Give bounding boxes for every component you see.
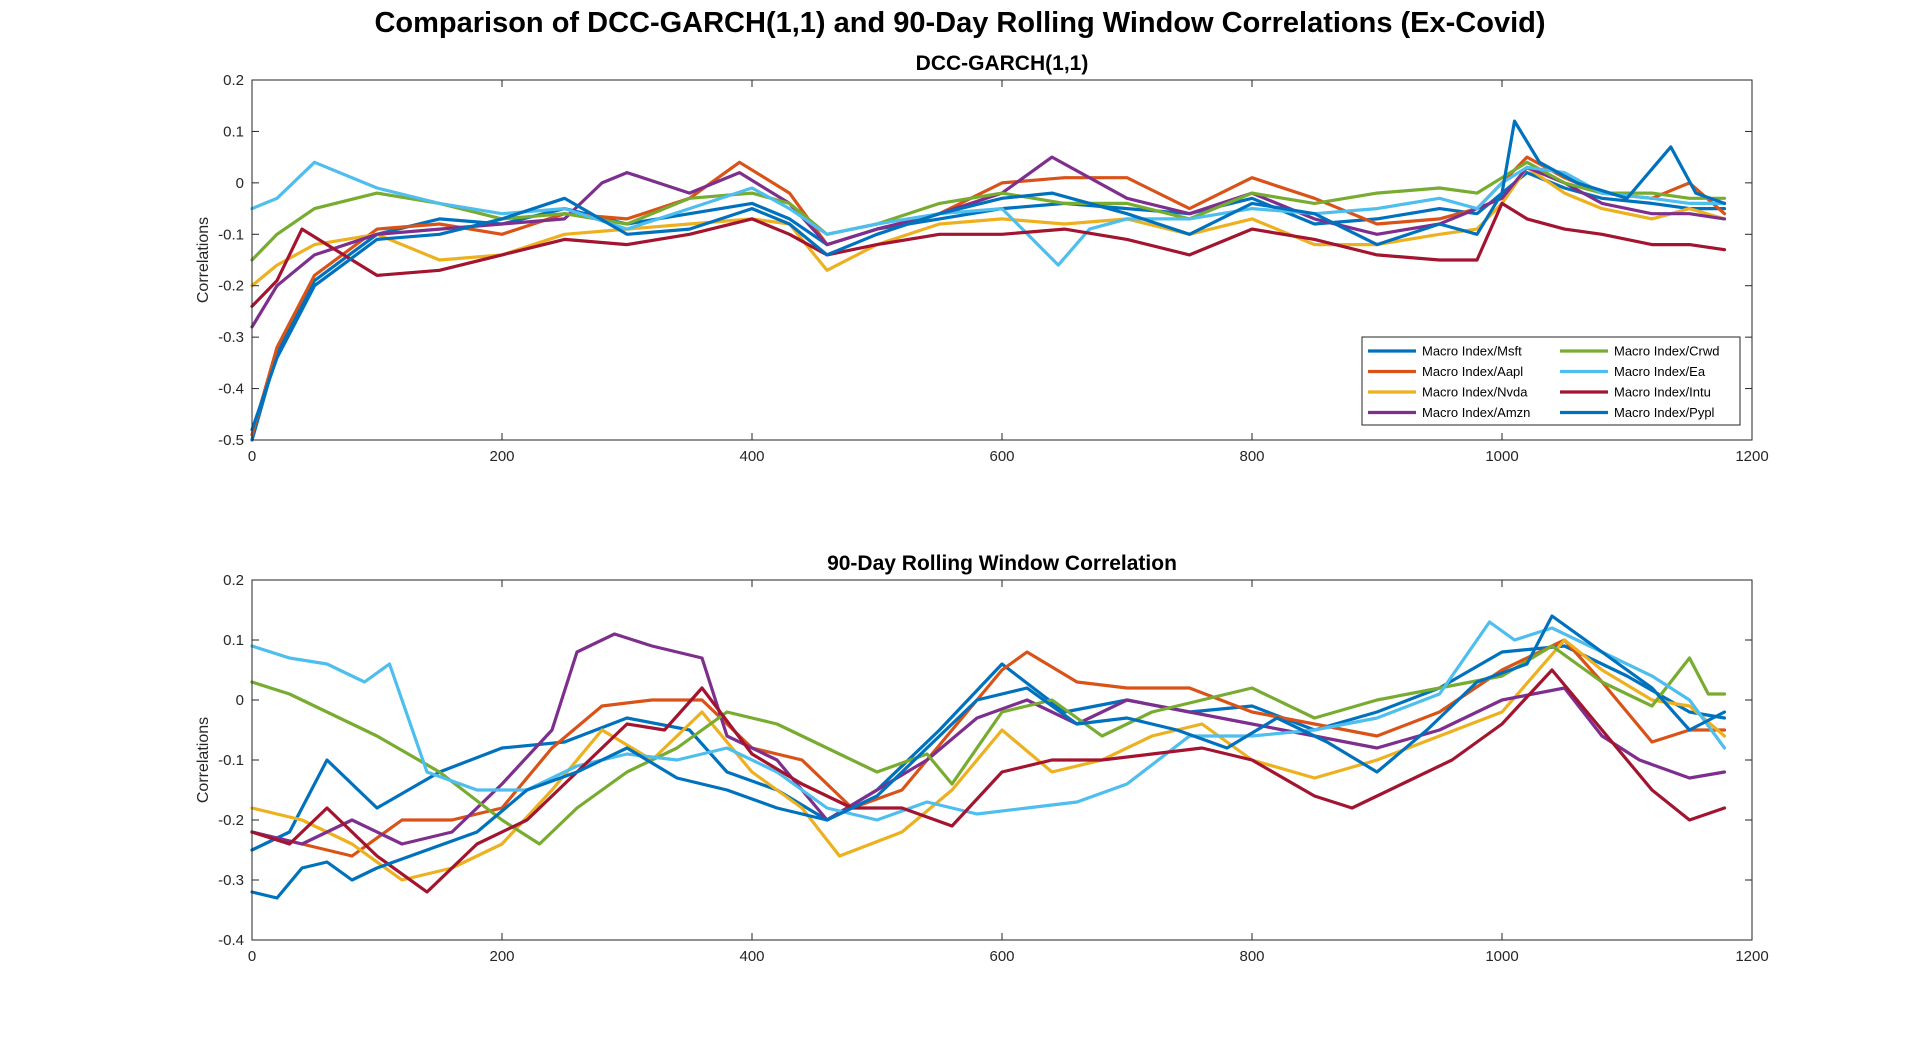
y-tick-label: -0.1 bbox=[218, 752, 244, 769]
legend-label: Macro Index/Msft bbox=[1422, 344, 1522, 359]
y-tick-label: -0.5 bbox=[218, 432, 244, 449]
x-tick-label: 0 bbox=[248, 948, 256, 965]
x-tick-label: 800 bbox=[1239, 948, 1264, 965]
series-line-amzn bbox=[250, 632, 1727, 846]
legend-item: Macro Index/Amzn bbox=[1368, 405, 1530, 420]
x-tick-label: 1200 bbox=[1735, 448, 1768, 465]
chart-title: 90-Day Rolling Window Correlation bbox=[827, 552, 1177, 575]
legend-label: Macro Index/Aapl bbox=[1422, 364, 1523, 379]
series-line-ea bbox=[250, 620, 1727, 822]
y-tick-label: -0.3 bbox=[218, 872, 244, 889]
series-line-intu bbox=[250, 668, 1727, 894]
series-line-pypl bbox=[250, 119, 1727, 432]
series-line-intu bbox=[250, 201, 1727, 308]
y-tick-label: 0.2 bbox=[223, 72, 244, 89]
series-line-amzn bbox=[250, 155, 1727, 329]
legend-item: Macro Index/Pypl bbox=[1560, 405, 1715, 420]
series-line-crwd bbox=[250, 160, 1727, 262]
series-line-nvda bbox=[250, 638, 1727, 882]
y-tick-label: -0.1 bbox=[218, 226, 244, 243]
y-tick-label: -0.2 bbox=[218, 812, 244, 829]
y-tick-label: 0.1 bbox=[223, 123, 244, 140]
x-tick-label: 0 bbox=[248, 448, 256, 465]
y-tick-label: 0.1 bbox=[223, 632, 244, 649]
x-tick-label: 800 bbox=[1239, 448, 1264, 465]
y-tick-label: 0 bbox=[236, 175, 244, 192]
y-tick-label: 0 bbox=[236, 692, 244, 709]
legend-box bbox=[1361, 336, 1741, 426]
series-line-pypl bbox=[250, 614, 1727, 900]
x-tick-label: 200 bbox=[489, 448, 514, 465]
series-line-aapl bbox=[250, 155, 1727, 437]
y-axis-label: Correlations bbox=[195, 217, 212, 303]
x-tick-label: 1000 bbox=[1485, 948, 1518, 965]
x-tick-label: 1200 bbox=[1735, 948, 1768, 965]
legend-label: Macro Index/Pypl bbox=[1614, 405, 1715, 420]
legend-item: Macro Index/Aapl bbox=[1368, 364, 1523, 379]
y-tick-label: -0.3 bbox=[218, 329, 244, 346]
y-axis-label: Correlations bbox=[195, 717, 212, 803]
figure-title: Comparison of DCC-GARCH(1,1) and 90-Day … bbox=[374, 7, 1545, 39]
legend-item: Macro Index/Intu bbox=[1560, 385, 1711, 400]
legend: Macro Index/Msft Macro Index/Aapl Macro In… bbox=[1361, 336, 1741, 426]
legend-item: Macro Index/Msft bbox=[1368, 344, 1522, 359]
chart-dcc-garch: DCC-GARCH(1,1) Correlations 0 200 400 600 800 1… bbox=[195, 52, 1769, 465]
y-tick-label: -0.4 bbox=[218, 381, 244, 398]
series-group bbox=[250, 119, 1727, 442]
series-line-msft bbox=[250, 644, 1727, 852]
legend-label: Macro Index/Crwd bbox=[1614, 344, 1719, 359]
legend-item: Macro Index/Crwd bbox=[1560, 344, 1719, 359]
legend-label: Macro Index/Nvda bbox=[1422, 385, 1528, 400]
x-tick-label: 400 bbox=[739, 948, 764, 965]
x-tick-label: 600 bbox=[989, 448, 1014, 465]
y-tick-label: -0.4 bbox=[218, 932, 244, 949]
y-tick-label: 0.2 bbox=[223, 572, 244, 589]
y-tick-label: -0.2 bbox=[218, 278, 244, 295]
series-line-ea bbox=[250, 160, 1727, 267]
legend-label: Macro Index/Ea bbox=[1614, 364, 1706, 379]
chart-title: DCC-GARCH(1,1) bbox=[916, 52, 1089, 75]
series-line-msft bbox=[250, 171, 1727, 442]
legend-label: Macro Index/Amzn bbox=[1422, 405, 1530, 420]
x-tick-label: 1000 bbox=[1485, 448, 1518, 465]
series-line-crwd bbox=[250, 644, 1727, 846]
series-group bbox=[250, 614, 1727, 900]
x-tick-label: 200 bbox=[489, 948, 514, 965]
legend-item: Macro Index/Nvda bbox=[1368, 385, 1528, 400]
x-tick-label: 400 bbox=[739, 448, 764, 465]
legend-label: Macro Index/Intu bbox=[1614, 385, 1711, 400]
legend-item: Macro Index/Ea bbox=[1560, 364, 1706, 379]
chart-rolling-window: 90-Day Rolling Window Correlation Correla… bbox=[195, 552, 1769, 965]
plot-area-border bbox=[251, 579, 1753, 941]
x-tick-label: 600 bbox=[989, 948, 1014, 965]
